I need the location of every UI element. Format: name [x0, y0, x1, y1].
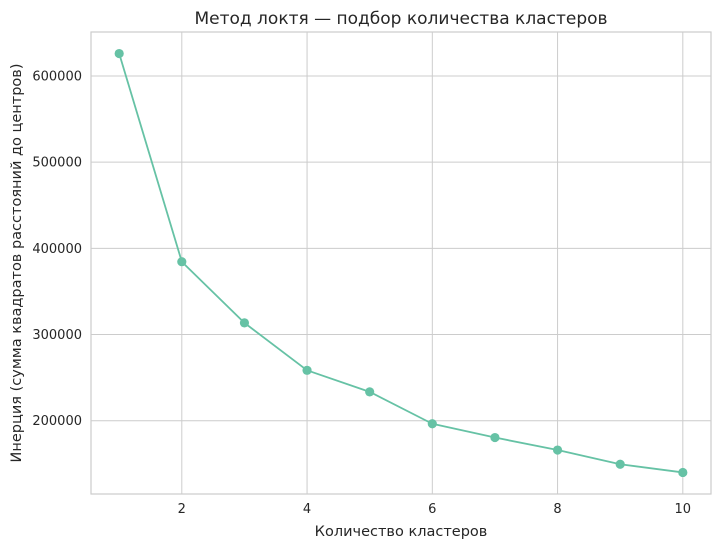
grid [91, 32, 711, 494]
y-tick-label: 500000 [32, 156, 82, 171]
data-point [114, 48, 124, 59]
series-line [118, 53, 683, 474]
x-tick-label: 4 [303, 502, 311, 517]
y-tick-label: 600000 [32, 69, 82, 84]
x-tick-label: 6 [428, 502, 436, 517]
data-point [615, 459, 625, 469]
data-point [239, 318, 250, 328]
y-tick-label: 400000 [32, 242, 82, 257]
data-point [177, 257, 187, 267]
chart-title: Метод локтя — подбор количества кластеро… [194, 9, 607, 29]
x-tick-label: 10 [675, 502, 692, 517]
y-tick-label: 300000 [32, 328, 82, 343]
data-point [490, 432, 500, 443]
series [114, 48, 688, 478]
data-point [427, 419, 437, 429]
data-point [678, 467, 688, 478]
data-point [365, 387, 375, 397]
y-axis-label: Инерция (сумма квадратов расстояний до ц… [9, 64, 25, 463]
x-axis-label: Количество кластеров [315, 524, 488, 540]
x-tick-label: 8 [553, 502, 561, 517]
x-tick-label: 2 [178, 502, 186, 517]
tick-labels: 2 4 6 8 10 200000 300000 400000 500000 600000 [32, 69, 691, 517]
y-tick-label: 200000 [32, 414, 82, 429]
plot-frame [90, 31, 712, 495]
data-point [302, 365, 312, 375]
data-point [552, 445, 563, 455]
